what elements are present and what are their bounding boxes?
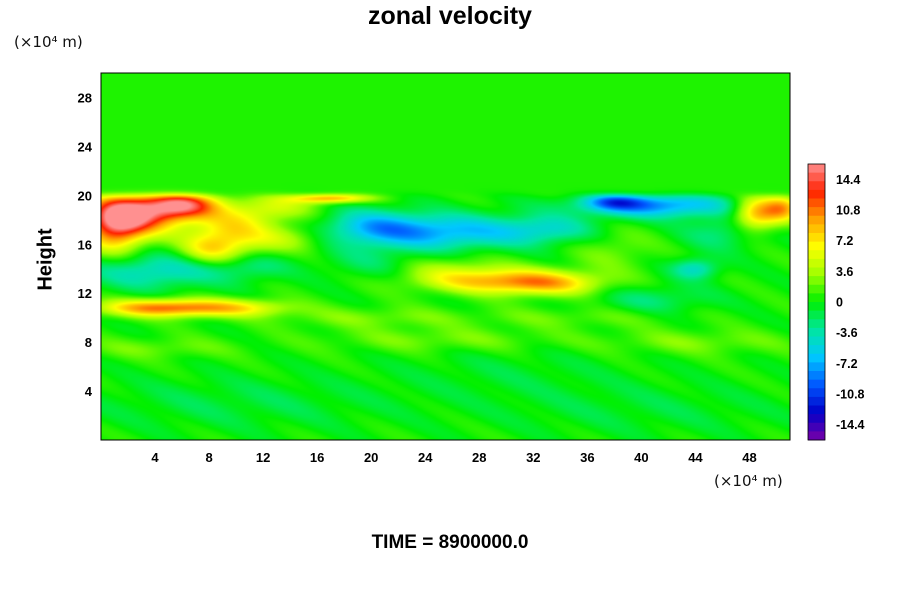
colorbar-band (808, 422, 825, 432)
colorbar-band (808, 379, 825, 389)
colorbar-band (808, 345, 825, 355)
colorbar-band (808, 276, 825, 286)
colorbar-band (808, 371, 825, 381)
colorbar-band (808, 302, 825, 312)
y-tick-label: 4 (85, 384, 93, 399)
x-tick-label: 20 (364, 450, 378, 465)
colorbar-band (808, 353, 825, 363)
colorbar-band (808, 405, 825, 415)
colorbar-band (808, 241, 825, 251)
colorbar-band (808, 396, 825, 406)
x-axis-unit: (×10⁴ m) (714, 472, 783, 490)
colorbar-band (808, 207, 825, 217)
colorbar-band (808, 362, 825, 372)
colorbar-tick-label: 7.2 (836, 234, 853, 248)
y-tick-label: 12 (78, 286, 92, 301)
colorbar-tick-label: 0 (836, 296, 843, 310)
velocity-field (101, 73, 790, 440)
colorbar-band (808, 172, 825, 182)
x-tick-label: 36 (580, 450, 594, 465)
colorbar: 14.4 10.8 7.2 3.6 0 -3.6 -7.2 -10.8 -14.4 (807, 163, 865, 441)
colorbar-tick-label: -10.8 (836, 388, 865, 402)
colorbar-tick-label: -3.6 (836, 326, 858, 340)
x-tick-label: 44 (688, 450, 703, 465)
x-axis-ticks: 4 8 12 16 20 24 28 32 36 40 44 48 (151, 450, 756, 465)
colorbar-tick-label: -7.2 (836, 357, 858, 371)
colorbar-band (808, 164, 825, 174)
x-tick-label: 12 (256, 450, 270, 465)
colorbar-band (808, 293, 825, 303)
colorbar-band (808, 319, 825, 329)
y-tick-label: 8 (85, 335, 92, 350)
colorbar-band (808, 233, 825, 243)
colorbar-band (808, 267, 825, 277)
colorbar-band (808, 310, 825, 320)
colorbar-band (808, 250, 825, 260)
colorbar-band (808, 181, 825, 191)
colorbar-band (808, 258, 825, 268)
y-axis-ticks: 4 8 12 16 20 24 28 (78, 90, 93, 399)
colorbar-band (808, 327, 825, 337)
time-label: TIME = 8900000.0 (371, 532, 529, 553)
y-tick-label: 24 (78, 139, 93, 154)
colorbar-band (808, 215, 825, 225)
colorbar-band (808, 198, 825, 208)
colorbar-band (808, 284, 825, 294)
y-tick-label: 16 (78, 237, 92, 252)
colorbar-band (808, 388, 825, 398)
x-tick-label: 48 (742, 450, 756, 465)
colorbar-band (808, 336, 825, 346)
colorbar-band (808, 224, 825, 234)
x-tick-label: 28 (472, 450, 486, 465)
y-tick-label: 28 (78, 90, 92, 105)
colorbar-band (808, 189, 825, 199)
colorbar-tick-label: -14.4 (836, 418, 865, 432)
x-tick-label: 40 (634, 450, 648, 465)
colorbar-frame (807, 163, 826, 441)
colorbar-band (808, 431, 825, 441)
x-tick-label: 4 (151, 450, 159, 465)
x-tick-label: 8 (205, 450, 212, 465)
y-axis-unit: (×10⁴ m) (14, 33, 83, 51)
x-tick-label: 32 (526, 450, 540, 465)
plot-frame (100, 72, 791, 441)
colorbar-band (808, 414, 825, 424)
chart-title: zonal velocity (368, 2, 532, 30)
x-tick-label: 16 (310, 450, 324, 465)
y-tick-label: 20 (78, 188, 92, 203)
x-tick-label: 24 (418, 450, 433, 465)
colorbar-tick-label: 10.8 (836, 204, 860, 218)
colorbar-tick-label: 14.4 (836, 173, 860, 187)
colorbar-tick-label: 3.6 (836, 265, 853, 279)
